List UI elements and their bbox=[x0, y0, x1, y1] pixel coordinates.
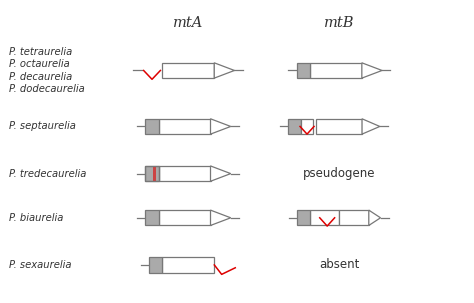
Polygon shape bbox=[210, 119, 231, 134]
Bar bbox=[338, 210, 369, 225]
Text: P. tredecaurelia: P. tredecaurelia bbox=[9, 168, 86, 178]
Bar bbox=[149, 257, 163, 273]
Polygon shape bbox=[362, 63, 382, 78]
Bar bbox=[289, 119, 301, 134]
Bar bbox=[146, 166, 158, 181]
Polygon shape bbox=[214, 63, 235, 78]
Polygon shape bbox=[210, 166, 231, 181]
Text: pseudogene: pseudogene bbox=[303, 167, 376, 180]
Polygon shape bbox=[362, 119, 380, 134]
Bar bbox=[158, 210, 210, 225]
Text: P. septaurelia: P. septaurelia bbox=[9, 122, 76, 132]
Bar bbox=[146, 210, 158, 225]
Bar bbox=[301, 119, 312, 134]
Bar bbox=[162, 63, 214, 78]
Bar bbox=[297, 210, 310, 225]
Text: P. tetraurelia
P. octaurelia
P. decaurelia
P. dodecaurelia: P. tetraurelia P. octaurelia P. decaurel… bbox=[9, 47, 84, 94]
Text: P. sexaurelia: P. sexaurelia bbox=[9, 260, 71, 270]
Bar bbox=[310, 63, 362, 78]
Bar bbox=[297, 63, 310, 78]
Bar bbox=[158, 166, 210, 181]
Text: P. biaurelia: P. biaurelia bbox=[9, 213, 63, 223]
Bar bbox=[146, 119, 158, 134]
Bar bbox=[163, 257, 214, 273]
Bar bbox=[316, 119, 362, 134]
Text: mtA: mtA bbox=[173, 16, 203, 30]
Bar bbox=[158, 119, 210, 134]
Bar bbox=[146, 166, 158, 181]
Bar bbox=[310, 210, 338, 225]
Polygon shape bbox=[369, 210, 381, 225]
Text: mtB: mtB bbox=[324, 16, 355, 30]
Bar bbox=[153, 166, 155, 181]
Text: absent: absent bbox=[319, 258, 360, 271]
Polygon shape bbox=[210, 210, 231, 225]
